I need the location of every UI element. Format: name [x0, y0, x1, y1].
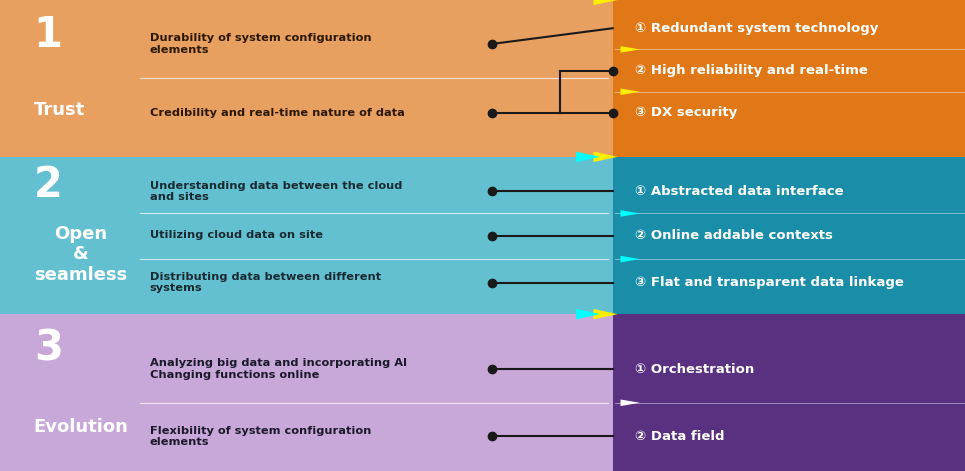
Text: ① Abstracted data interface: ① Abstracted data interface [635, 185, 843, 198]
Text: ② High reliability and real-time: ② High reliability and real-time [635, 64, 868, 77]
Text: Analyzing big data and incorporating AI
Changing functions online: Analyzing big data and incorporating AI … [150, 358, 406, 380]
Text: Utilizing cloud data on site: Utilizing cloud data on site [150, 230, 322, 241]
Text: ③ Flat and transparent data linkage: ③ Flat and transparent data linkage [635, 276, 904, 289]
Bar [613, 157, 965, 314]
Text: 2: 2 [34, 164, 63, 206]
Polygon shape [620, 89, 640, 95]
Bar [0, 157, 613, 314]
Text: Open
&
seamless: Open & seamless [34, 225, 127, 284]
Text: Understanding data between the cloud
and sites: Understanding data between the cloud and… [150, 181, 402, 202]
Polygon shape [576, 152, 600, 162]
Text: Flexibility of system configuration
elements: Flexibility of system configuration elem… [150, 426, 371, 447]
Polygon shape [576, 309, 600, 319]
Bar [613, 0, 965, 157]
Text: Credibility and real-time nature of data: Credibility and real-time nature of data [150, 108, 404, 118]
Polygon shape [620, 399, 640, 406]
Text: Evolution: Evolution [34, 418, 128, 436]
Polygon shape [620, 46, 640, 53]
Text: Distributing data between different
systems: Distributing data between different syst… [150, 272, 381, 293]
Text: ② Data field: ② Data field [635, 430, 725, 443]
Polygon shape [593, 0, 618, 5]
Polygon shape [593, 152, 618, 162]
Bar [0, 0, 613, 157]
Text: ① Redundant system technology: ① Redundant system technology [635, 22, 878, 35]
Text: 1: 1 [34, 14, 63, 56]
Bar [0, 314, 613, 471]
Text: 3: 3 [34, 328, 63, 370]
Text: Durability of system configuration
elements: Durability of system configuration eleme… [150, 33, 372, 55]
Polygon shape [620, 256, 640, 262]
Polygon shape [593, 309, 618, 319]
Text: Trust: Trust [34, 101, 85, 119]
Bar [613, 314, 965, 471]
Text: ③ DX security: ③ DX security [635, 106, 737, 120]
Text: ② Online addable contexts: ② Online addable contexts [635, 229, 833, 242]
Polygon shape [620, 210, 640, 217]
Text: ① Orchestration: ① Orchestration [635, 363, 755, 375]
